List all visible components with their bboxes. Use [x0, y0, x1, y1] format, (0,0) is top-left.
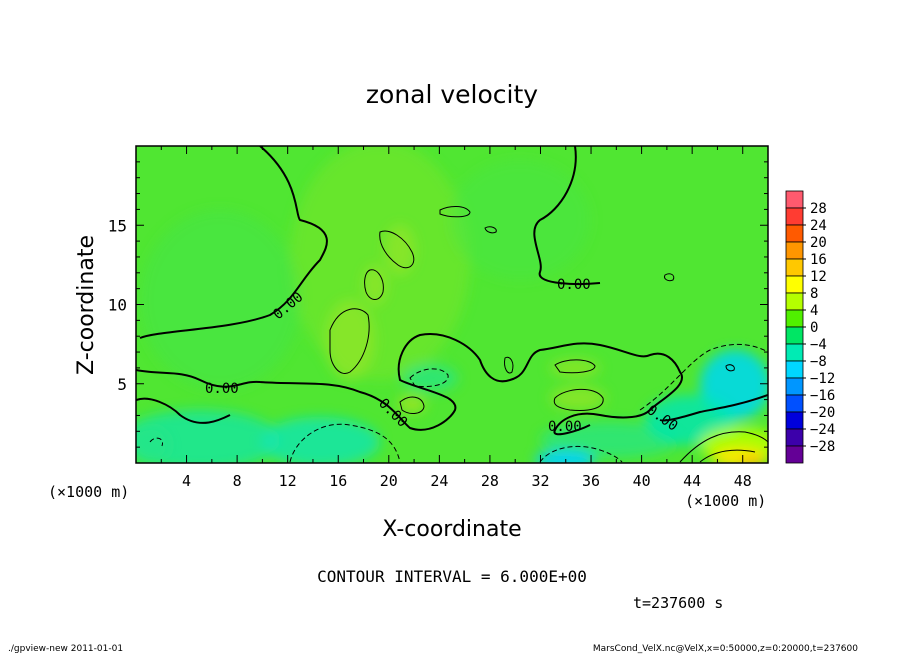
contour-label: 0.00 [557, 277, 591, 293]
colorbar-cell [785, 428, 804, 447]
colorbar-cell [785, 326, 804, 345]
x-unit-label-left: (×1000 m) [48, 483, 129, 501]
colorbar-cell [785, 394, 804, 413]
colorbar-label: 16 [810, 252, 827, 268]
colorbar-label: −20 [810, 405, 835, 421]
x-tick-label: 36 [582, 472, 600, 490]
colorbar-cell [785, 343, 804, 362]
colorbar-label: 12 [810, 269, 827, 285]
x-tick-label: 16 [329, 472, 347, 490]
x-tick-label: 48 [734, 472, 752, 490]
x-axis: 4 8 12 16 20 24 28 32 36 40 44 48 [135, 146, 769, 490]
colorbar-label: −16 [810, 388, 835, 404]
colorbar-label: 8 [810, 286, 818, 302]
contour-lines [136, 146, 768, 463]
colorbar-label: −4 [810, 337, 827, 353]
contour-label: 0.00 [205, 381, 239, 397]
y-tick-label: 5 [117, 375, 127, 394]
contour-interval-text: CONTOUR INTERVAL = 6.000E+00 [317, 567, 587, 586]
time-label: t=237600 s [633, 594, 723, 612]
colorbar-cell [785, 258, 804, 277]
x-unit-label-right: (×1000 m) [685, 492, 766, 510]
y-tick-label: 10 [108, 296, 127, 315]
colorbar-cell [785, 445, 804, 464]
x-tick-label: 24 [430, 472, 448, 490]
colorbar-cell [785, 292, 804, 311]
chart-title: zonal velocity [366, 80, 538, 109]
colorbar-cell [785, 377, 804, 396]
colorbar-label: 0 [810, 320, 818, 336]
x-tick-label: 32 [531, 472, 549, 490]
footer-right: MarsCond_VelX.nc@VelX,x=0:50000,z=0:2000… [593, 644, 858, 654]
colorbar-label: 20 [810, 235, 827, 251]
colorbar-cell [785, 241, 804, 260]
colorbar-label: −28 [810, 439, 835, 455]
colorbar-cell [785, 411, 804, 430]
colorbar-cell [785, 309, 804, 328]
x-axis-title: X-coordinate [382, 517, 521, 542]
x-tick-label: 28 [481, 472, 499, 490]
colorbar-label: −24 [810, 422, 835, 438]
colorbar-cell [785, 190, 804, 209]
y-axis: 5 10 15 [108, 145, 768, 464]
x-tick-label: 12 [279, 472, 297, 490]
colorbar-label: −8 [810, 354, 827, 370]
colorbar-label: 24 [810, 218, 827, 234]
colorbar-cell [785, 360, 804, 379]
colorbar-cell [785, 224, 804, 243]
colorbar-label: −12 [810, 371, 835, 387]
y-tick-label: 15 [108, 216, 127, 235]
colorbar-cell [785, 275, 804, 294]
x-tick-label: 8 [233, 472, 242, 490]
footer-left: ./gpview-new 2011-01-01 [8, 644, 123, 654]
colorbar-label: 4 [810, 303, 818, 319]
x-tick-label: 44 [683, 472, 701, 490]
colorbar-label: 28 [810, 201, 827, 217]
contour-label: 0.00 [548, 419, 582, 435]
x-tick-label: 40 [633, 472, 651, 490]
colorbar-cell [785, 207, 804, 226]
x-tick-label: 4 [182, 472, 191, 490]
y-axis-title: Z-coordinate [74, 235, 99, 375]
x-tick-label: 20 [380, 472, 398, 490]
